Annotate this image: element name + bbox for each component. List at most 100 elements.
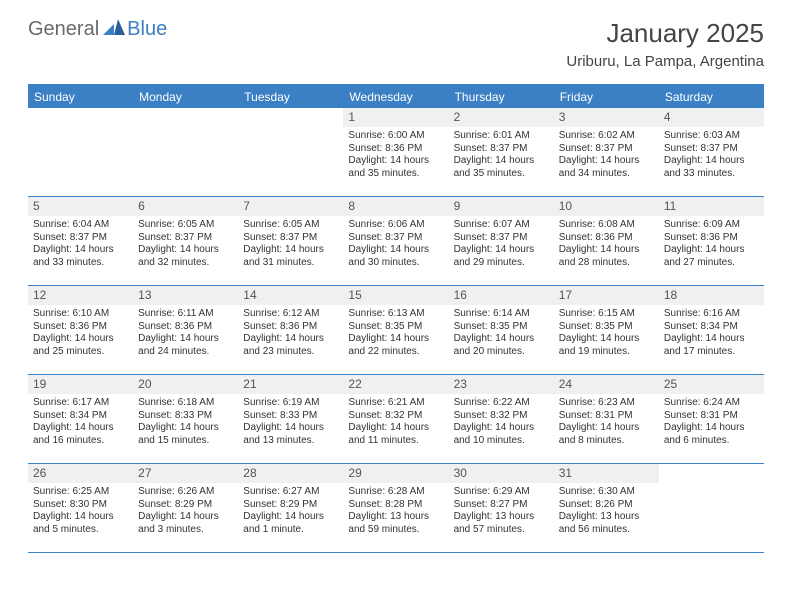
day-info-line: Sunrise: 6:15 AM: [559, 308, 654, 321]
day-info-line: Sunset: 8:37 PM: [33, 232, 128, 245]
day-number: 5: [28, 197, 133, 216]
day-number: 17: [554, 286, 659, 305]
day-body: Sunrise: 6:24 AMSunset: 8:31 PMDaylight:…: [659, 394, 764, 451]
day-info-line: Sunset: 8:35 PM: [559, 321, 654, 334]
day-info-line: Daylight: 14 hours and 24 minutes.: [138, 333, 233, 358]
day-number: 28: [238, 464, 343, 483]
day-cell: 6Sunrise: 6:05 AMSunset: 8:37 PMDaylight…: [133, 197, 238, 285]
day-cell: 30Sunrise: 6:29 AMSunset: 8:27 PMDayligh…: [449, 464, 554, 552]
day-info-line: Sunrise: 6:10 AM: [33, 308, 128, 321]
weekday-header-row: Sunday Monday Tuesday Wednesday Thursday…: [28, 86, 764, 108]
day-body: Sunrise: 6:10 AMSunset: 8:36 PMDaylight:…: [28, 305, 133, 362]
day-number: 11: [659, 197, 764, 216]
day-number: 1: [343, 108, 448, 127]
day-info-line: Sunrise: 6:11 AM: [138, 308, 233, 321]
week-row: 1Sunrise: 6:00 AMSunset: 8:36 PMDaylight…: [28, 108, 764, 197]
weekday-header: Friday: [554, 86, 659, 108]
day-body: Sunrise: 6:00 AMSunset: 8:36 PMDaylight:…: [343, 127, 448, 184]
logo-text-blue: Blue: [127, 18, 167, 41]
day-cell: 7Sunrise: 6:05 AMSunset: 8:37 PMDaylight…: [238, 197, 343, 285]
day-number: 29: [343, 464, 448, 483]
logo-text-general: General: [28, 18, 99, 41]
day-info-line: Daylight: 14 hours and 35 minutes.: [454, 155, 549, 180]
day-info-line: Sunrise: 6:08 AM: [559, 219, 654, 232]
day-info-line: Sunrise: 6:28 AM: [348, 486, 443, 499]
day-info-line: Daylight: 14 hours and 25 minutes.: [33, 333, 128, 358]
day-info-line: Daylight: 14 hours and 20 minutes.: [454, 333, 549, 358]
weeks-container: 1Sunrise: 6:00 AMSunset: 8:36 PMDaylight…: [28, 108, 764, 553]
day-info-line: Daylight: 14 hours and 27 minutes.: [664, 244, 759, 269]
day-number: 15: [343, 286, 448, 305]
day-info-line: Sunrise: 6:22 AM: [454, 397, 549, 410]
day-info-line: Sunrise: 6:06 AM: [348, 219, 443, 232]
day-info-line: Sunrise: 6:14 AM: [454, 308, 549, 321]
title-block: January 2025 Uriburu, La Pampa, Argentin…: [566, 18, 764, 70]
day-cell: 24Sunrise: 6:23 AMSunset: 8:31 PMDayligh…: [554, 375, 659, 463]
day-number: 27: [133, 464, 238, 483]
day-number: 25: [659, 375, 764, 394]
day-body: Sunrise: 6:21 AMSunset: 8:32 PMDaylight:…: [343, 394, 448, 451]
day-info-line: Sunrise: 6:09 AM: [664, 219, 759, 232]
day-info-line: Sunset: 8:36 PM: [664, 232, 759, 245]
day-body: Sunrise: 6:05 AMSunset: 8:37 PMDaylight:…: [238, 216, 343, 273]
day-info-line: Sunset: 8:32 PM: [348, 410, 443, 423]
weekday-header: Saturday: [659, 86, 764, 108]
day-info-line: Daylight: 14 hours and 6 minutes.: [664, 422, 759, 447]
day-info-line: Daylight: 14 hours and 15 minutes.: [138, 422, 233, 447]
day-number: 16: [449, 286, 554, 305]
day-info-line: Sunrise: 6:17 AM: [33, 397, 128, 410]
day-info-line: Sunrise: 6:01 AM: [454, 130, 549, 143]
day-info-line: Sunset: 8:36 PM: [243, 321, 338, 334]
day-number: 26: [28, 464, 133, 483]
day-info-line: Sunrise: 6:05 AM: [243, 219, 338, 232]
day-info-line: Sunrise: 6:13 AM: [348, 308, 443, 321]
day-info-line: Daylight: 13 hours and 59 minutes.: [348, 511, 443, 536]
day-number: 12: [28, 286, 133, 305]
day-number: 19: [28, 375, 133, 394]
day-cell: [133, 108, 238, 196]
day-body: Sunrise: 6:09 AMSunset: 8:36 PMDaylight:…: [659, 216, 764, 273]
week-row: 26Sunrise: 6:25 AMSunset: 8:30 PMDayligh…: [28, 464, 764, 553]
day-info-line: Sunset: 8:37 PM: [559, 143, 654, 156]
day-body: Sunrise: 6:25 AMSunset: 8:30 PMDaylight:…: [28, 483, 133, 540]
day-cell: 20Sunrise: 6:18 AMSunset: 8:33 PMDayligh…: [133, 375, 238, 463]
day-info-line: Sunset: 8:31 PM: [664, 410, 759, 423]
day-cell: 27Sunrise: 6:26 AMSunset: 8:29 PMDayligh…: [133, 464, 238, 552]
day-number: 14: [238, 286, 343, 305]
day-info-line: Sunrise: 6:26 AM: [138, 486, 233, 499]
day-body: Sunrise: 6:14 AMSunset: 8:35 PMDaylight:…: [449, 305, 554, 362]
day-cell: 5Sunrise: 6:04 AMSunset: 8:37 PMDaylight…: [28, 197, 133, 285]
day-cell: 29Sunrise: 6:28 AMSunset: 8:28 PMDayligh…: [343, 464, 448, 552]
day-cell: 26Sunrise: 6:25 AMSunset: 8:30 PMDayligh…: [28, 464, 133, 552]
day-number: 9: [449, 197, 554, 216]
day-info-line: Sunset: 8:35 PM: [454, 321, 549, 334]
weekday-header: Thursday: [449, 86, 554, 108]
day-cell: 21Sunrise: 6:19 AMSunset: 8:33 PMDayligh…: [238, 375, 343, 463]
day-body: Sunrise: 6:13 AMSunset: 8:35 PMDaylight:…: [343, 305, 448, 362]
day-number: 24: [554, 375, 659, 394]
calendar: Sunday Monday Tuesday Wednesday Thursday…: [28, 84, 764, 553]
day-info-line: Sunset: 8:26 PM: [559, 499, 654, 512]
day-info-line: Daylight: 14 hours and 16 minutes.: [33, 422, 128, 447]
day-info-line: Sunrise: 6:29 AM: [454, 486, 549, 499]
day-cell: 11Sunrise: 6:09 AMSunset: 8:36 PMDayligh…: [659, 197, 764, 285]
day-cell: 22Sunrise: 6:21 AMSunset: 8:32 PMDayligh…: [343, 375, 448, 463]
day-info-line: Sunrise: 6:12 AM: [243, 308, 338, 321]
day-info-line: Sunset: 8:27 PM: [454, 499, 549, 512]
day-cell: 25Sunrise: 6:24 AMSunset: 8:31 PMDayligh…: [659, 375, 764, 463]
week-row: 19Sunrise: 6:17 AMSunset: 8:34 PMDayligh…: [28, 375, 764, 464]
day-cell: 19Sunrise: 6:17 AMSunset: 8:34 PMDayligh…: [28, 375, 133, 463]
day-cell: 10Sunrise: 6:08 AMSunset: 8:36 PMDayligh…: [554, 197, 659, 285]
day-info-line: Daylight: 14 hours and 35 minutes.: [348, 155, 443, 180]
day-info-line: Sunrise: 6:04 AM: [33, 219, 128, 232]
day-info-line: Sunrise: 6:25 AM: [33, 486, 128, 499]
day-info-line: Sunset: 8:37 PM: [454, 232, 549, 245]
day-cell: 9Sunrise: 6:07 AMSunset: 8:37 PMDaylight…: [449, 197, 554, 285]
day-info-line: Sunset: 8:36 PM: [33, 321, 128, 334]
day-info-line: Sunrise: 6:02 AM: [559, 130, 654, 143]
day-body: Sunrise: 6:02 AMSunset: 8:37 PMDaylight:…: [554, 127, 659, 184]
weekday-header: Sunday: [28, 86, 133, 108]
day-number: 3: [554, 108, 659, 127]
day-info-line: Sunset: 8:37 PM: [664, 143, 759, 156]
day-info-line: Daylight: 14 hours and 30 minutes.: [348, 244, 443, 269]
